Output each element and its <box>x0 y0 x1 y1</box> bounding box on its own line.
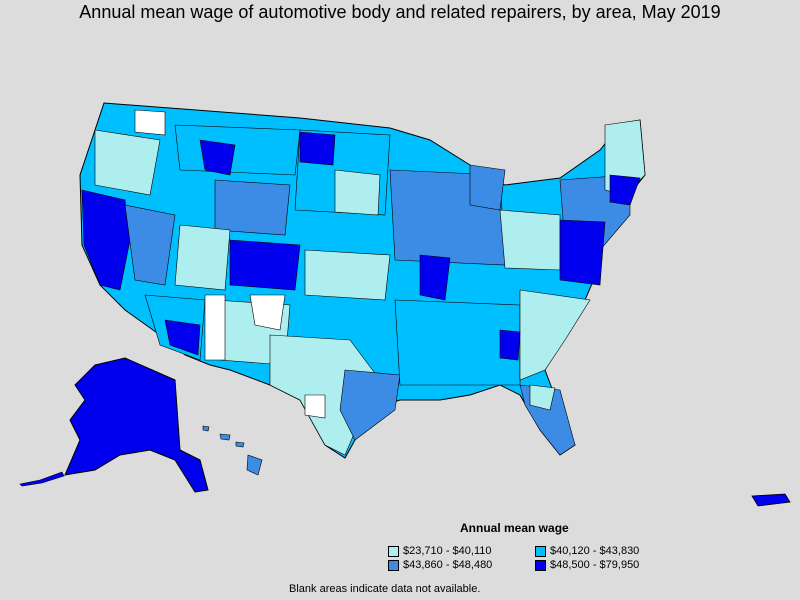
montana-blue-area <box>199 139 236 176</box>
hawaii-island-4 <box>246 454 263 476</box>
hawaii-island-1 <box>202 425 210 432</box>
hawaii-island-2 <box>219 433 231 441</box>
phoenix-area <box>164 319 201 356</box>
southeast-region <box>519 289 591 381</box>
texas-gulf-area <box>339 369 401 441</box>
oregon-region <box>94 129 161 196</box>
utah-region <box>174 224 231 291</box>
map-title: Annual mean wage of automotive body and … <box>79 2 721 22</box>
pacific-coast-region <box>81 189 131 291</box>
legend-item-1: $23,710 - $40,110 <box>388 545 491 557</box>
mid-atlantic-blue <box>559 219 606 286</box>
alaska-region <box>64 357 209 493</box>
legend-swatch-2 <box>535 545 546 557</box>
nm-blank-area <box>204 294 226 361</box>
legend-label-1: $23,710 - $40,110 <box>403 545 492 557</box>
legend-label-4: $48,500 - $79,950 <box>550 559 640 571</box>
washington-blank-area <box>134 109 166 136</box>
wyoming-region <box>214 179 291 236</box>
puerto-rico-region <box>751 493 791 507</box>
boston-blue-area <box>609 174 641 206</box>
north-dakota-blue <box>299 131 336 166</box>
ohio-valley-region <box>499 209 561 271</box>
aleutian-islands <box>19 471 65 487</box>
nevada-region <box>124 204 176 286</box>
michigan-region <box>469 164 506 211</box>
midwest-blue-area <box>419 254 451 301</box>
florida-pale-area <box>529 384 556 411</box>
plains-region <box>304 249 391 301</box>
legend-title: Annual mean wage <box>460 521 569 535</box>
south-dakota-pale <box>334 169 381 216</box>
legend-label-3: $43,860 - $48,480 <box>403 559 493 571</box>
georgia-blue-area <box>499 329 521 361</box>
montana-region <box>174 124 301 176</box>
hawaii-island-3 <box>235 441 245 448</box>
legend-swatch-1 <box>388 545 399 557</box>
legend-item-4: $48,500 - $79,950 <box>535 559 639 571</box>
legend-item-2: $40,120 - $43,830 <box>535 545 639 557</box>
legend-swatch-3 <box>388 559 399 571</box>
colorado-region <box>229 239 301 291</box>
legend-item-3: $43,860 - $48,480 <box>388 559 492 571</box>
legend-swatch-4 <box>535 559 546 571</box>
legend-label-2: $40,120 - $43,830 <box>550 545 640 557</box>
nm-blank-area-2 <box>249 294 286 331</box>
footnote: Blank areas indicate data not available. <box>289 583 481 595</box>
texas-blank-area <box>304 394 326 419</box>
